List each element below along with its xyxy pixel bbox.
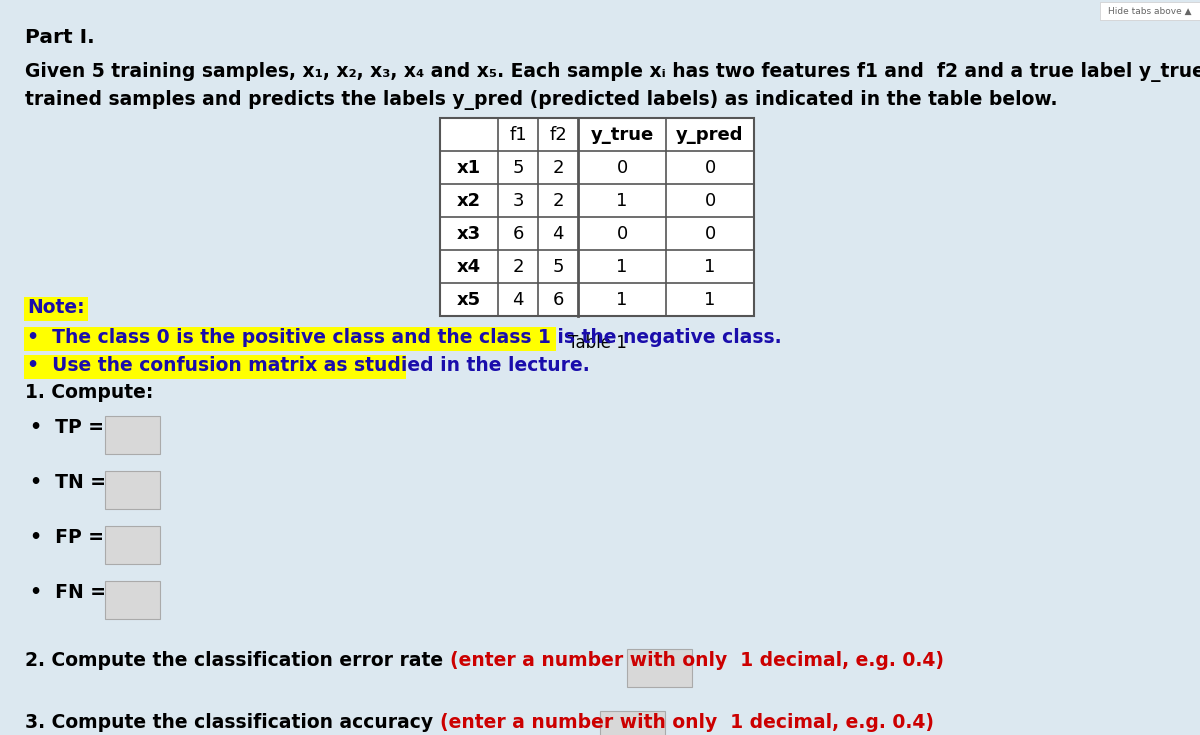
Text: 0: 0 bbox=[704, 159, 715, 176]
FancyBboxPatch shape bbox=[1100, 2, 1200, 20]
Text: Table 1: Table 1 bbox=[568, 334, 626, 352]
Text: f1: f1 bbox=[509, 126, 527, 143]
Text: 1: 1 bbox=[617, 192, 628, 209]
Text: •  FP =: • FP = bbox=[30, 528, 104, 547]
FancyBboxPatch shape bbox=[440, 118, 754, 316]
Text: Note:: Note: bbox=[28, 298, 85, 317]
Text: 2: 2 bbox=[552, 159, 564, 176]
Text: •  TP =: • TP = bbox=[30, 418, 104, 437]
FancyBboxPatch shape bbox=[628, 649, 692, 687]
FancyBboxPatch shape bbox=[600, 711, 665, 735]
Text: x3: x3 bbox=[457, 224, 481, 243]
FancyBboxPatch shape bbox=[24, 327, 556, 351]
Text: x1: x1 bbox=[457, 159, 481, 176]
FancyBboxPatch shape bbox=[24, 297, 88, 321]
Text: 3: 3 bbox=[512, 192, 523, 209]
Text: y_pred: y_pred bbox=[677, 126, 744, 143]
Text: 6: 6 bbox=[552, 290, 564, 309]
Text: Hide tabs above ▲: Hide tabs above ▲ bbox=[1109, 7, 1192, 15]
FancyBboxPatch shape bbox=[24, 355, 406, 379]
Text: •  TN =: • TN = bbox=[30, 473, 106, 492]
Text: f2: f2 bbox=[550, 126, 566, 143]
Text: •  Use the confusion matrix as studied in the lecture.: • Use the confusion matrix as studied in… bbox=[28, 356, 589, 375]
Text: 1. Compute:: 1. Compute: bbox=[25, 383, 154, 402]
Text: y_true: y_true bbox=[590, 126, 654, 143]
FancyBboxPatch shape bbox=[106, 526, 160, 564]
Text: 0: 0 bbox=[704, 192, 715, 209]
Text: x2: x2 bbox=[457, 192, 481, 209]
Text: 0: 0 bbox=[704, 224, 715, 243]
FancyBboxPatch shape bbox=[106, 581, 160, 619]
Text: 6: 6 bbox=[512, 224, 523, 243]
Text: 1: 1 bbox=[704, 290, 715, 309]
Text: trained samples and predicts the labels y_pred (predicted labels) as indicated i: trained samples and predicts the labels … bbox=[25, 90, 1057, 110]
Text: 0: 0 bbox=[617, 159, 628, 176]
Text: •  FN =: • FN = bbox=[30, 583, 106, 602]
Text: 2. Compute the classification error rate: 2. Compute the classification error rate bbox=[25, 651, 450, 670]
Text: (enter a number with only  1 decimal, e.g. 0.4): (enter a number with only 1 decimal, e.g… bbox=[450, 651, 943, 670]
Text: Given 5 training samples, x₁, x₂, x₃, x₄ and x₅. Each sample xᵢ has two features: Given 5 training samples, x₁, x₂, x₃, x₄… bbox=[25, 62, 1200, 82]
Text: 5: 5 bbox=[552, 257, 564, 276]
Text: Part I.: Part I. bbox=[25, 28, 95, 47]
Text: 5: 5 bbox=[512, 159, 523, 176]
FancyBboxPatch shape bbox=[106, 471, 160, 509]
FancyBboxPatch shape bbox=[106, 416, 160, 454]
Text: •  The class 0 is the positive class and the class 1 is the negative class.: • The class 0 is the positive class and … bbox=[28, 328, 781, 347]
Text: 3. Compute the classification accuracy: 3. Compute the classification accuracy bbox=[25, 713, 439, 732]
Text: 4: 4 bbox=[512, 290, 523, 309]
Text: 1: 1 bbox=[617, 290, 628, 309]
Text: (enter a number with only  1 decimal, e.g. 0.4): (enter a number with only 1 decimal, e.g… bbox=[439, 713, 934, 732]
Text: 2: 2 bbox=[512, 257, 523, 276]
Text: x4: x4 bbox=[457, 257, 481, 276]
Text: 2: 2 bbox=[552, 192, 564, 209]
Text: 1: 1 bbox=[617, 257, 628, 276]
Text: x5: x5 bbox=[457, 290, 481, 309]
Text: 0: 0 bbox=[617, 224, 628, 243]
Text: 1: 1 bbox=[704, 257, 715, 276]
Text: 4: 4 bbox=[552, 224, 564, 243]
